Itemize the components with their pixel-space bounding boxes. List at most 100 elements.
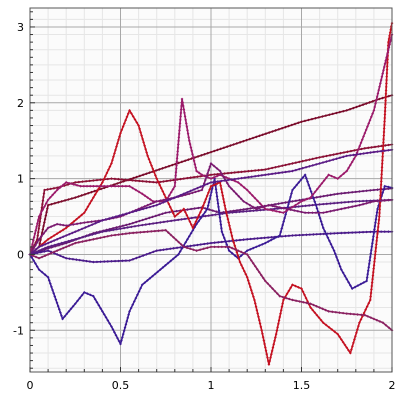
data-point-marker xyxy=(318,162,321,165)
data-point-marker xyxy=(94,232,98,236)
data-point-marker xyxy=(326,236,330,240)
data-point-marker xyxy=(180,160,184,164)
data-point-marker xyxy=(369,151,372,154)
data-point-marker xyxy=(137,207,140,211)
data-point-marker xyxy=(102,186,106,190)
data-point-marker xyxy=(212,164,216,168)
data-point-marker xyxy=(373,253,377,257)
data-point-marker xyxy=(115,227,119,231)
data-point-marker xyxy=(205,175,208,179)
data-point-marker xyxy=(178,125,182,129)
data-point-marker xyxy=(236,249,240,253)
data-point-marker xyxy=(144,217,148,221)
data-point-marker xyxy=(370,245,374,249)
data-point-marker xyxy=(318,216,322,220)
data-point-marker xyxy=(248,137,252,141)
data-point-marker xyxy=(118,225,122,229)
data-point-marker xyxy=(157,168,161,171)
data-point-marker xyxy=(378,204,382,208)
data-point-marker xyxy=(190,149,194,153)
data-point-marker xyxy=(327,173,331,177)
data-point-marker xyxy=(82,184,86,188)
data-point-marker xyxy=(374,217,378,221)
data-point-marker xyxy=(249,288,253,292)
data-point-marker xyxy=(37,245,41,249)
data-point-marker xyxy=(131,221,135,225)
gridlines xyxy=(29,8,393,372)
data-point-marker xyxy=(131,257,135,261)
data-point-marker xyxy=(35,240,39,244)
data-point-marker xyxy=(292,209,296,212)
data-point-marker xyxy=(60,199,64,203)
data-point-marker xyxy=(134,220,138,224)
data-point-marker xyxy=(264,349,268,353)
data-point-marker xyxy=(212,175,216,179)
data-point-marker xyxy=(168,205,172,209)
data-point-marker xyxy=(152,170,156,174)
data-point-marker xyxy=(110,325,113,328)
data-point-marker xyxy=(331,158,335,162)
data-point-marker xyxy=(213,245,217,249)
data-point-marker xyxy=(352,153,355,157)
data-point-marker xyxy=(320,181,324,185)
data-point-marker xyxy=(214,187,218,191)
data-point-marker xyxy=(191,228,195,232)
data-point-marker xyxy=(111,158,114,162)
data-point-marker xyxy=(94,221,98,225)
data-point-marker xyxy=(74,258,78,262)
data-point-marker xyxy=(365,199,369,203)
data-point-marker xyxy=(206,204,210,207)
data-point-marker xyxy=(338,110,342,114)
data-point-marker xyxy=(375,95,379,99)
data-point-marker xyxy=(343,206,347,210)
data-point-marker xyxy=(182,108,186,111)
data-point-marker xyxy=(182,177,186,181)
data-point-marker xyxy=(345,277,349,281)
data-point-marker xyxy=(196,155,200,158)
data-point-marker xyxy=(242,251,246,255)
data-point-marker xyxy=(151,250,155,254)
data-point-marker xyxy=(73,181,77,184)
data-point-marker xyxy=(187,234,191,238)
data-point-marker xyxy=(291,234,294,237)
data-point-marker xyxy=(222,197,225,201)
data-point-marker xyxy=(359,318,363,321)
data-point-marker xyxy=(88,184,92,188)
data-point-marker xyxy=(287,202,290,206)
data-point-marker xyxy=(273,202,277,206)
data-point-marker xyxy=(308,158,311,162)
data-point-marker xyxy=(63,199,67,202)
data-point-marker xyxy=(33,232,37,236)
data-point-marker xyxy=(294,284,297,288)
data-point-marker xyxy=(248,285,252,289)
data-point-marker xyxy=(350,231,354,235)
data-point-marker xyxy=(256,199,259,203)
data-point-marker xyxy=(362,134,365,138)
data-point-marker xyxy=(249,258,253,262)
data-point-marker xyxy=(341,109,345,113)
data-point-marker xyxy=(173,215,177,218)
data-point-marker xyxy=(381,144,385,148)
data-point-marker xyxy=(37,249,41,253)
data-point-marker xyxy=(75,217,78,221)
data-point-marker xyxy=(361,230,365,234)
data-point-marker xyxy=(368,200,372,204)
data-point-marker xyxy=(144,223,148,226)
data-point-marker xyxy=(253,264,257,268)
data-point-marker xyxy=(39,235,43,238)
data-point-marker xyxy=(186,128,189,132)
data-point-marker xyxy=(193,225,197,229)
data-point-marker xyxy=(347,200,350,204)
data-point-marker xyxy=(234,239,238,242)
data-point-marker xyxy=(263,345,267,349)
data-point-marker xyxy=(157,213,161,217)
data-point-marker xyxy=(151,170,155,173)
data-point-marker xyxy=(350,287,354,290)
data-point-marker xyxy=(81,240,84,243)
data-point-marker xyxy=(268,284,272,288)
data-point-marker xyxy=(314,203,318,207)
data-point-marker xyxy=(182,207,186,211)
data-point-marker xyxy=(367,121,371,125)
data-point-marker xyxy=(253,196,257,200)
data-point-marker xyxy=(161,212,164,216)
